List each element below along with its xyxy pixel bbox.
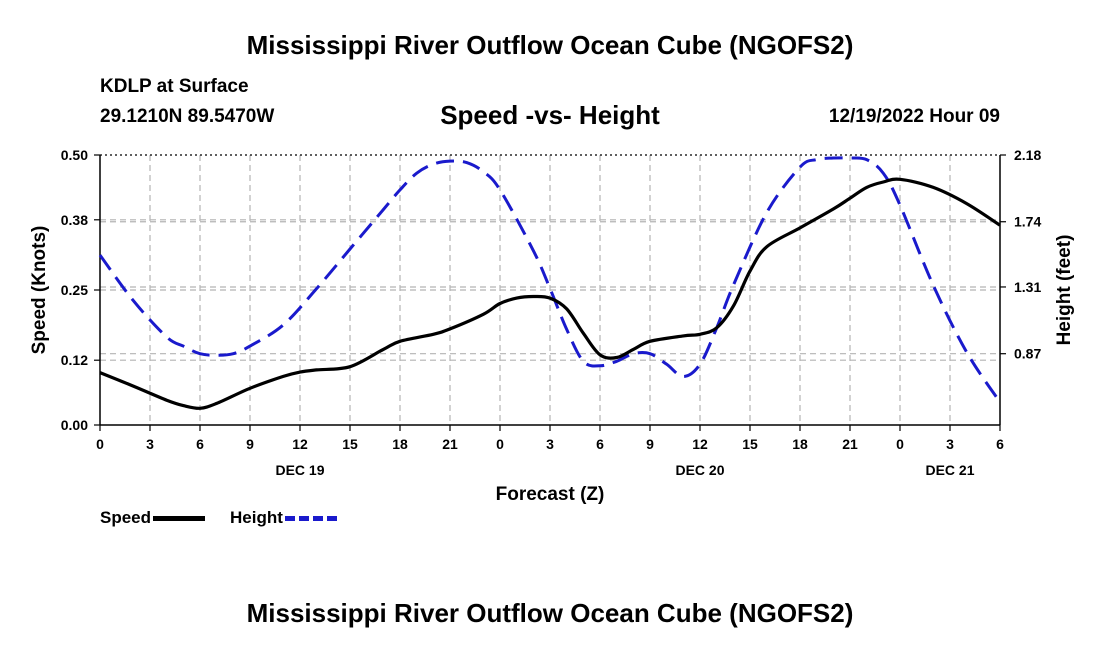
- y2-tick-label: 1.74: [1014, 214, 1041, 230]
- x-tick-label: 18: [792, 436, 808, 452]
- y2-tick-label: 0.87: [1014, 346, 1041, 362]
- date-label: DEC 19: [275, 462, 324, 478]
- y-tick-label: 0.50: [61, 147, 88, 163]
- x-axis-title: Forecast (Z): [496, 484, 605, 505]
- y-tick-label: 0.25: [61, 282, 88, 298]
- x-tick-label: 0: [896, 436, 904, 452]
- y2-tick-label: 1.31: [1014, 279, 1041, 295]
- x-tick-label: 9: [246, 436, 254, 452]
- x-tick-label: 6: [996, 436, 1004, 452]
- y-tick-label: 0.38: [61, 212, 88, 228]
- speed-series-line: [99, 177, 1001, 410]
- legend-speed-swatch: [153, 515, 206, 521]
- x-tick-label: 12: [692, 436, 708, 452]
- y-tick-label: 0.00: [61, 417, 88, 433]
- x-tick-label: 9: [646, 436, 654, 452]
- x-tick-label: 15: [742, 436, 758, 452]
- x-tick-label: 0: [496, 436, 504, 452]
- x-tick-label: 3: [146, 436, 154, 452]
- legend-height: Height: [230, 508, 337, 528]
- legend-height-label: Height: [230, 508, 283, 527]
- x-tick-label: 3: [546, 436, 554, 452]
- legend-speed-label: Speed: [100, 508, 152, 527]
- legend-speed: Speed: [100, 508, 206, 528]
- y-tick-label: 0.12: [61, 352, 88, 368]
- y2-axis-title: Height (feet): [1054, 235, 1075, 346]
- chart-title: Mississippi River Outflow Ocean Cube (NG…: [246, 30, 854, 60]
- x-tick-label: 3: [946, 436, 954, 452]
- footer-title: Mississippi River Outflow Ocean Cube (NG…: [246, 598, 854, 628]
- y-axis-title: Speed (Knots): [29, 226, 50, 355]
- station-label: KDLP at Surface: [100, 76, 249, 97]
- y2-tick-label: 2.18: [1014, 147, 1041, 163]
- chart-subtitle: Speed -vs- Height: [440, 100, 660, 130]
- height-series-line: [98, 156, 1002, 404]
- x-tick-label: 21: [842, 436, 858, 452]
- x-tick-label: 6: [196, 436, 204, 452]
- x-tick-label: 21: [442, 436, 458, 452]
- x-tick-label: 12: [292, 436, 308, 452]
- x-tick-label: 0: [96, 436, 104, 452]
- forecast-datetime: 12/19/2022 Hour 09: [828, 106, 1000, 127]
- date-label: DEC 21: [925, 462, 974, 478]
- x-tick-label: 18: [392, 436, 408, 452]
- x-tick-label: 6: [596, 436, 604, 452]
- coordinates-label: 29.1210N 89.5470W: [100, 106, 275, 127]
- date-label: DEC 20: [675, 462, 724, 478]
- x-tick-label: 15: [342, 436, 358, 452]
- legend-height-swatch: [284, 515, 337, 521]
